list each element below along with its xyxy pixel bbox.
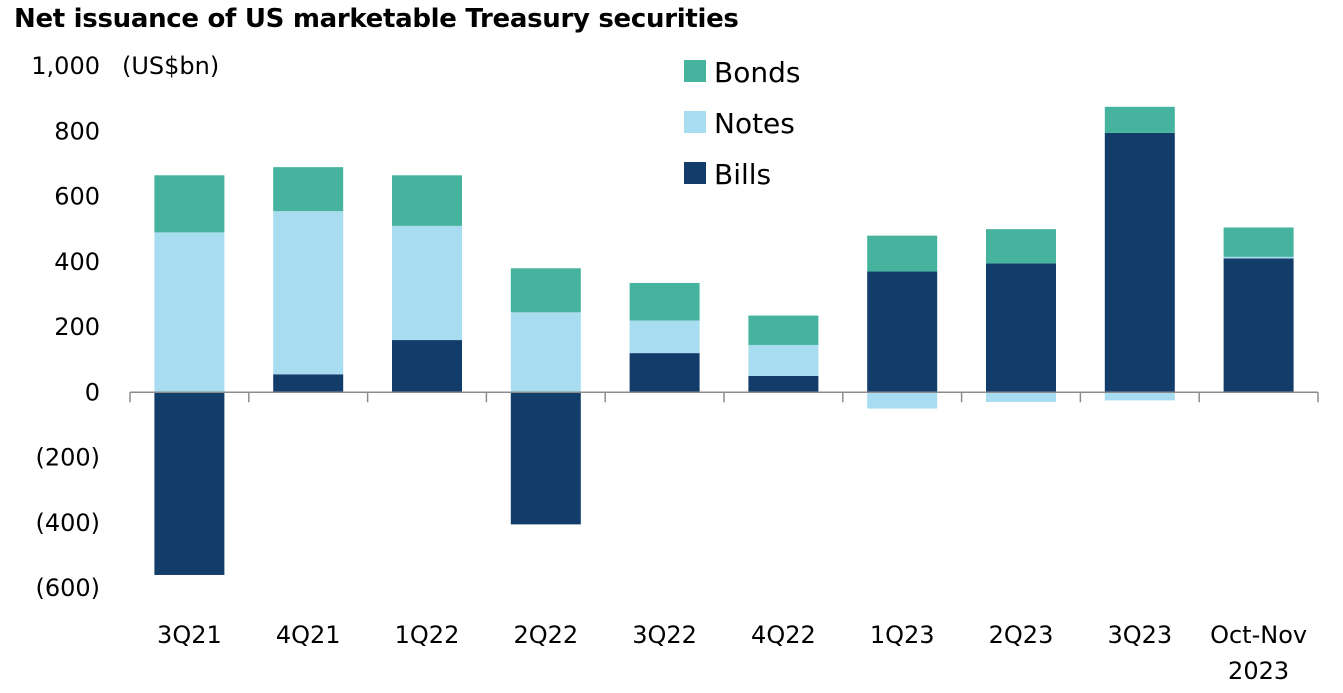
y-tick-label: (200): [35, 444, 100, 472]
bar-bonds-1q23: [867, 235, 938, 272]
bar-notes-2q22: [510, 312, 581, 393]
bar-bonds-4q21: [273, 167, 344, 212]
bar-notes-4q21: [273, 211, 344, 375]
y-tick-label: 200: [54, 313, 100, 341]
bar-bonds-3q22: [629, 282, 700, 321]
y-tick-label: 0: [85, 378, 100, 406]
unit-label: (US$bn): [122, 52, 219, 80]
legend-label-bills: Bills: [714, 158, 771, 191]
bar-bonds-4q22: [748, 315, 819, 345]
bar-notes-3q22: [629, 320, 700, 354]
bar-bills-4q21: [273, 374, 344, 393]
x-tick-label: 2Q23: [989, 621, 1054, 649]
y-tick-label: 800: [54, 117, 100, 145]
bar-bonds-3q23: [1104, 106, 1175, 133]
bar-notes-3q21: [154, 232, 225, 393]
bar-notes-4q22: [748, 344, 819, 376]
bar-bonds-oct-nov-2023: [1223, 227, 1294, 257]
x-tick-label: 1Q23: [870, 621, 935, 649]
legend-label-bonds: Bonds: [714, 56, 800, 89]
chart-title: Net issuance of US marketable Treasury s…: [14, 4, 739, 34]
y-tick-label: (400): [35, 509, 100, 537]
bar-notes-3q23: [1104, 392, 1175, 401]
x-tick-label: 4Q22: [751, 621, 816, 649]
bar-notes-1q23: [867, 392, 938, 409]
legend-swatch-notes: [684, 111, 706, 133]
x-tick-label: 3Q23: [1107, 621, 1172, 649]
y-tick-label: (600): [35, 574, 100, 602]
legend-swatch-bills: [684, 162, 706, 184]
bar-bills-2q22: [510, 392, 581, 525]
x-tick-label: 4Q21: [276, 621, 341, 649]
bar-bills-1q22: [392, 340, 462, 393]
x-tick-label: Oct-Nov 2023: [1210, 621, 1307, 685]
legend-label-notes: Notes: [714, 107, 795, 140]
bar-bills-3q23: [1104, 132, 1175, 393]
bar-bills-4q22: [748, 375, 819, 393]
x-tick-label: 3Q22: [632, 621, 697, 649]
bar-bills-3q21: [154, 392, 225, 575]
x-tick-label: 2Q22: [513, 621, 578, 649]
bar-bills-3q22: [629, 353, 700, 393]
bar-bills-1q23: [867, 271, 938, 393]
bar-bonds-2q22: [510, 268, 581, 313]
bar-bonds-2q23: [986, 229, 1056, 264]
x-tick-label: 1Q22: [395, 621, 460, 649]
bar-bills-2q23: [986, 263, 1056, 393]
x-tick-label: 3Q21: [157, 621, 222, 649]
legend-swatch-bonds: [684, 60, 706, 82]
bar-notes-1q22: [392, 225, 462, 341]
y-tick-label: 400: [54, 248, 100, 276]
y-tick-label: 600: [54, 183, 100, 211]
bar-notes-oct-nov-2023: [1223, 256, 1294, 259]
y-tick-label: 1,000: [31, 52, 100, 80]
bar-bills-oct-nov-2023: [1223, 258, 1294, 393]
bar-notes-2q23: [986, 392, 1056, 403]
bar-bonds-3q21: [154, 175, 225, 233]
bar-bonds-1q22: [392, 175, 462, 226]
